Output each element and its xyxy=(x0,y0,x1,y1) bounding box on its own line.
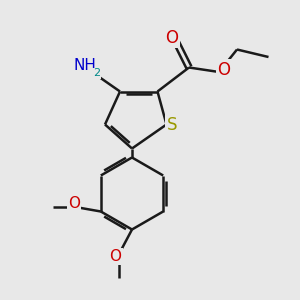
Text: O: O xyxy=(165,29,178,47)
Text: NH: NH xyxy=(74,58,96,73)
Text: 2: 2 xyxy=(93,68,100,79)
Text: O: O xyxy=(68,196,80,211)
Text: O: O xyxy=(110,249,122,264)
Text: S: S xyxy=(167,116,177,134)
Text: O: O xyxy=(217,61,230,79)
